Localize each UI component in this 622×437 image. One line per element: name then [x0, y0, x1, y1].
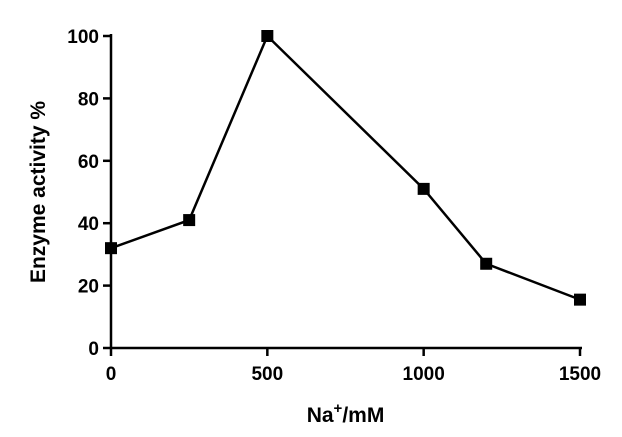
x-axis-label-unit: /mM	[342, 404, 384, 427]
data-point-marker	[261, 30, 274, 42]
y-ticks: 0 20 40 60 80 100	[67, 27, 111, 360]
x-tick-label: 500	[251, 364, 283, 385]
x-tick-label: 1500	[559, 364, 601, 385]
y-tick-label: 40	[78, 214, 99, 235]
data-point-marker	[574, 293, 586, 306]
series-group	[105, 30, 586, 306]
y-tick-label: 60	[78, 152, 99, 173]
series-line	[110, 33, 581, 301]
x-axis-label: Na+/mM	[307, 400, 385, 427]
data-point-marker	[105, 242, 117, 255]
y-tick-label: 80	[78, 89, 99, 110]
y-axis-label: Enzyme activity %	[27, 101, 50, 283]
x-tick-label: 0	[106, 364, 117, 385]
x-ticks: 0 500 1000 1500	[106, 348, 601, 385]
y-tick-label: 20	[78, 277, 99, 298]
data-point-marker	[417, 182, 430, 195]
x-tick-label: 1000	[403, 364, 445, 385]
x-axis-label-superscript: +	[334, 400, 343, 417]
y-tick-label: 0	[88, 339, 99, 360]
y-tick-label: 100	[67, 27, 99, 48]
data-point-marker	[183, 214, 196, 227]
data-point-marker	[480, 257, 493, 270]
axes	[109, 34, 582, 350]
x-axis-label-base: Na	[307, 404, 334, 427]
